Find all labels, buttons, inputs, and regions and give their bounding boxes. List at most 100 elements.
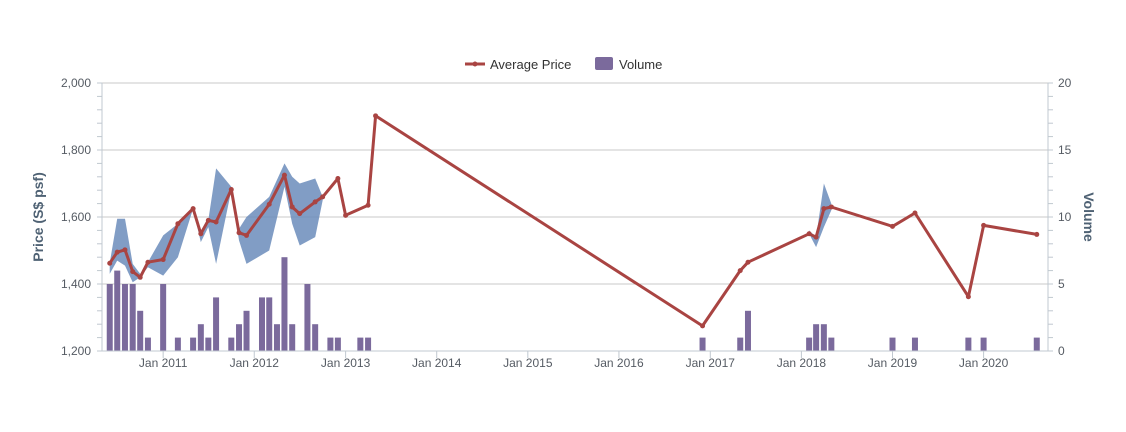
average-price-point [1034,231,1040,237]
volume-bar [911,337,918,351]
volume-bar [273,324,280,351]
average-price-point [373,113,379,119]
x-tick-label: Jan 2018 [777,356,827,370]
legend-bar-swatch [595,57,613,70]
average-price-point [281,172,287,178]
legend-label-volume: Volume [619,57,662,72]
volume-bar [820,324,827,351]
average-price-point [145,259,151,265]
average-price-point [981,222,987,228]
left-tick-label: 1,400 [61,277,91,291]
volume-bar [137,310,144,351]
volume-bar [243,310,250,351]
x-tick-marks [162,351,985,358]
average-price-point [205,217,211,223]
average-price-point [190,206,196,212]
volume-bar [121,284,128,351]
average-price-point [137,274,143,280]
volume-bar [828,337,835,351]
volume-bar [129,284,136,351]
volume-bar [266,297,273,351]
volume-bar [334,337,341,351]
volume-bar [114,270,121,351]
x-tick-label: Jan 2014 [412,356,462,370]
right-tick-label: 10 [1058,210,1072,224]
volume-bar [144,337,151,351]
average-price-point [821,206,827,212]
average-price-point [289,204,295,210]
average-price-point [320,194,326,200]
volume-bar [106,284,113,351]
legend[interactable]: Average Price Volume [465,57,662,72]
average-price-point [175,221,181,227]
left-tick-label: 1,600 [61,210,91,224]
average-price-point [806,231,812,237]
average-price-point [114,249,120,255]
average-price-point [828,204,834,210]
average-price-point [297,211,303,217]
volume-bar [174,337,181,351]
right-tick-label: 15 [1058,143,1072,157]
x-tick-label: Jan 2011 [139,356,188,370]
legend-item-average-price[interactable]: Average Price [465,57,571,72]
x-tick-label: Jan 2012 [230,356,280,370]
left-tick-label: 1,800 [61,143,91,157]
average-price-point [700,323,706,329]
average-price-point [365,202,371,208]
volume-bar [281,257,288,351]
right-tick-label: 0 [1058,344,1065,358]
volume-bar [205,337,212,351]
left-tick-label: 2,000 [61,76,91,90]
volume-bar [236,324,243,351]
average-price-point [965,294,971,300]
volume-bar [965,337,972,351]
average-price-point [236,230,242,236]
average-price-point [122,247,128,253]
average-price-point [130,269,136,275]
x-tick-label: Jan 2016 [594,356,644,370]
average-price-point [107,260,113,266]
right-tick-label: 20 [1058,76,1072,90]
volume-bar [213,297,220,351]
x-tick-label: Jan 2017 [686,356,736,370]
average-price-line [107,113,1040,329]
x-tick-label: Jan 2013 [321,356,371,370]
volume-bar [744,310,751,351]
volume-bar [699,337,706,351]
average-price-point [813,234,819,240]
left-tick-label: 1,200 [61,344,91,358]
average-price-point [244,232,250,238]
volume-bar [980,337,987,351]
volume-bar [197,324,204,351]
volume-bar [190,337,197,351]
volume-bar [813,324,820,351]
left-tick-labels: 1,200 1,400 1,600 1,800 2,000 [61,76,91,358]
legend-item-volume[interactable]: Volume [595,57,662,72]
right-tick-labels: 0 5 10 15 20 [1058,76,1072,358]
average-price-point [343,212,349,218]
volume-bar [889,337,896,351]
right-minor-ticks [1048,82,1053,352]
legend-marker [472,61,478,67]
volume-bar [806,337,813,351]
price-range-band [809,183,832,248]
average-price-point [312,199,318,205]
legend-label-average-price: Average Price [490,57,571,72]
average-price-point [213,219,219,225]
average-price-point [160,257,166,263]
average-price-point [737,268,743,274]
volume-bar [289,324,296,351]
volume-bar [160,284,167,351]
volume-bar [228,337,235,351]
x-tick-label: Jan 2020 [959,356,1009,370]
volume-bar [258,297,265,351]
volume-bar [1033,337,1040,351]
x-tick-label: Jan 2015 [503,356,553,370]
average-price-point [335,175,341,181]
volume-bar [357,337,364,351]
right-tick-label: 5 [1058,277,1065,291]
x-tick-labels: Jan 2011 Jan 2012 Jan 2013 Jan 2014 Jan 2015… [139,356,1009,370]
average-price-point [228,187,234,193]
average-price-point [889,223,895,229]
